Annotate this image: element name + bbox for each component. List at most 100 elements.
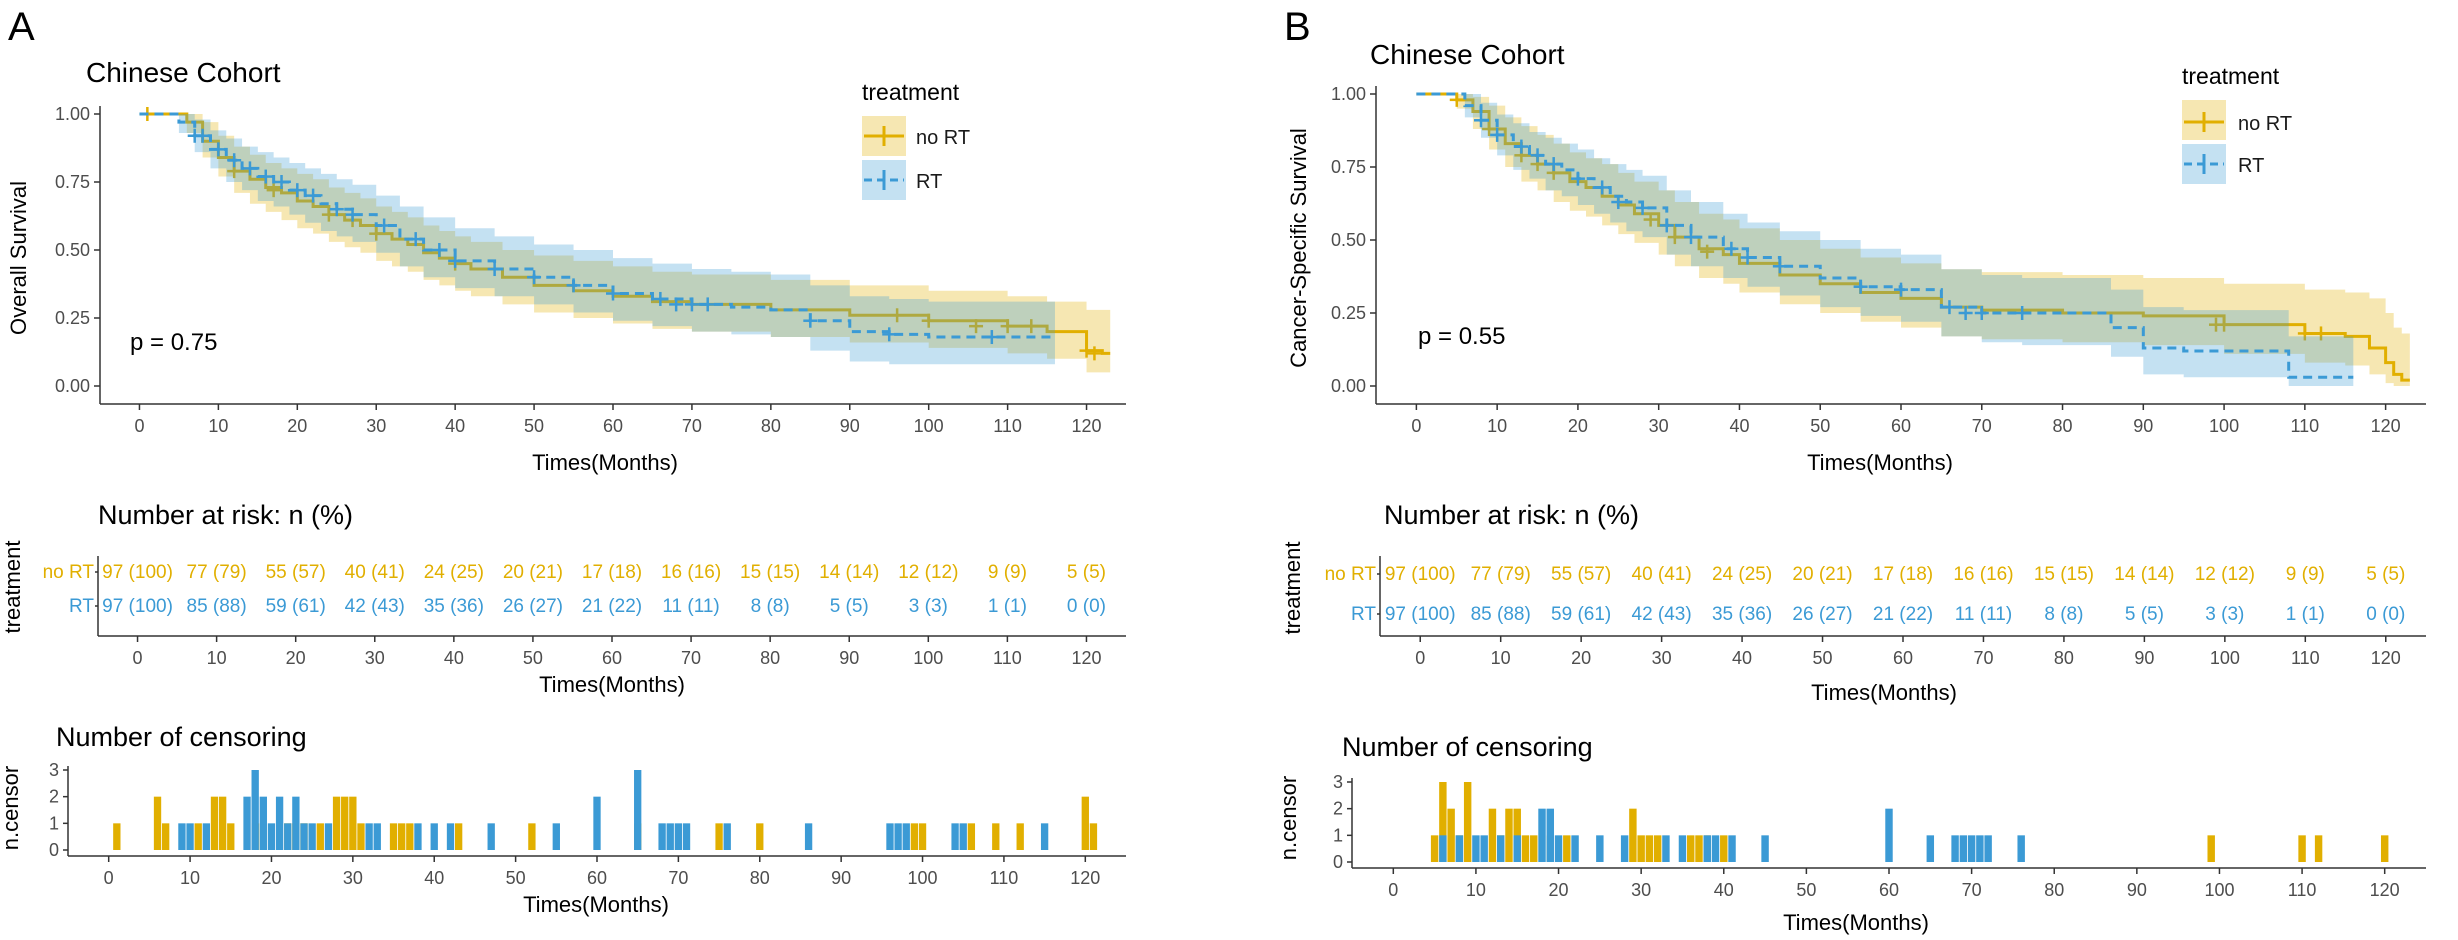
censor-bar-nort <box>715 823 723 850</box>
censor-mark <box>1611 195 1626 210</box>
risk-x-tick-label: 80 <box>2054 648 2074 668</box>
censor-x-tick-label: 90 <box>831 868 851 888</box>
x-tick-label: 60 <box>603 416 623 436</box>
censor-mark <box>290 183 305 198</box>
risk-x-label: Times(Months) <box>539 672 685 697</box>
risk-cell: 20 (21) <box>1792 564 1852 585</box>
risk-x-tick-label: 20 <box>286 648 306 668</box>
censor-bar-rt <box>1926 835 1935 862</box>
risk-cell: 14 (14) <box>2114 564 2174 585</box>
risk-cell: 97 (100) <box>1385 604 1456 625</box>
y-tick-label: 0.25 <box>55 308 90 328</box>
censor-bar-rt <box>275 796 284 850</box>
censor-mark <box>1514 139 1529 154</box>
censor-bar-rt <box>1662 835 1670 862</box>
legend-label-rt: RT <box>2238 155 2264 177</box>
censor-mark <box>890 308 905 323</box>
censoring-y-label: n.censor <box>0 766 23 850</box>
risk-cell: 0 (0) <box>2366 604 2405 625</box>
censor-bar-nort <box>1687 835 1695 862</box>
x-tick-label: 10 <box>208 416 228 436</box>
risk-cell: 11 (11) <box>1955 604 2012 625</box>
x-tick-label: 0 <box>1411 416 1421 436</box>
censor-bar-nort <box>406 823 414 850</box>
x-tick-label: 20 <box>287 416 307 436</box>
censor-bar-nort <box>398 823 406 850</box>
x-tick-label: 30 <box>1649 416 1669 436</box>
censor-bar-nort <box>1629 808 1637 862</box>
censor-mark <box>2217 317 2232 332</box>
x-tick-label: 40 <box>1729 416 1749 436</box>
censor-bar-nort <box>161 823 170 850</box>
risk-x-tick-label: 110 <box>993 648 1022 668</box>
censor-bar-rt <box>414 823 422 850</box>
censor-mark <box>606 286 620 301</box>
ci-band-no-rt <box>1416 94 2410 386</box>
censor-x-tick-label: 50 <box>506 868 526 888</box>
censor-bar-nort <box>1720 835 1728 862</box>
censor-bar-rt <box>1728 835 1736 862</box>
risk-x-tick-label: 70 <box>681 648 701 668</box>
risk-cell: 16 (16) <box>1953 564 2013 585</box>
censor-mark <box>1570 171 1585 186</box>
censor-x-tick-label: 110 <box>990 868 1019 888</box>
ci-band-rt <box>1416 94 2354 386</box>
risk-x-tick-label: 120 <box>1071 648 1101 668</box>
risk-cell: 55 (57) <box>1551 564 1611 585</box>
risk-cell: 85 (88) <box>187 596 247 617</box>
legend-title: treatment <box>862 79 960 105</box>
censor-bar-rt <box>1538 808 1546 862</box>
censor-bar-nort <box>1439 782 1447 862</box>
censor-mark <box>653 291 668 306</box>
risk-cell: 12 (12) <box>898 562 958 583</box>
censor-bar-rt <box>1703 835 1711 862</box>
risk-cell: 5 (5) <box>830 596 869 617</box>
y-tick-label: 0.50 <box>1331 230 1366 250</box>
censor-bar-nort <box>528 823 536 850</box>
risk-cell: 9 (9) <box>988 562 1027 583</box>
censor-mark <box>2297 326 2312 341</box>
risk-cell: 24 (25) <box>1712 564 1772 585</box>
censoring-title: Number of censoring <box>1342 732 1593 762</box>
censor-y-tick-label: 1 <box>1333 825 1343 845</box>
censor-mark <box>345 207 360 222</box>
censor-bar-rt <box>666 823 674 850</box>
censor-bar-rt <box>634 770 642 850</box>
censor-x-tick-label: 80 <box>750 868 770 888</box>
censor-x-tick-label: 70 <box>668 868 688 888</box>
censor-bar-rt <box>1571 835 1579 862</box>
censor-bar-rt <box>951 823 959 850</box>
censor-mark <box>195 128 210 143</box>
censor-x-tick-label: 20 <box>1549 880 1569 900</box>
risk-cell: 97 (100) <box>1385 564 1456 585</box>
censor-bar-rt <box>324 823 333 850</box>
risk-x-tick-label: 100 <box>2210 648 2240 668</box>
risk-x-tick-label: 80 <box>760 648 780 668</box>
ci-band-no-rt <box>139 114 1111 373</box>
censor-bar-nort <box>1645 835 1654 862</box>
y-tick-label: 0.75 <box>55 172 90 192</box>
risk-x-tick-label: 40 <box>1732 648 1752 668</box>
risk-x-tick-label: 60 <box>1893 648 1913 668</box>
risk-cell: 0 (0) <box>1067 596 1106 617</box>
censor-x-tick-label: 40 <box>424 868 444 888</box>
risk-cell: 35 (36) <box>424 596 484 617</box>
censor-x-tick-label: 100 <box>908 868 938 888</box>
censor-bar-rt <box>202 823 211 850</box>
panel-label: B <box>1284 5 1311 49</box>
x-tick-label: 30 <box>366 416 386 436</box>
censor-bar-nort <box>2207 835 2215 862</box>
y-tick-label: 0.25 <box>1331 303 1366 323</box>
censor-bar-rt <box>178 823 186 850</box>
censor-bar-rt <box>1546 808 1554 862</box>
censor-bar-rt <box>886 823 894 850</box>
censor-mark <box>1958 306 1973 320</box>
risk-x-tick-label: 60 <box>602 648 622 668</box>
risk-x-label: Times(Months) <box>1811 680 1957 705</box>
x-tick-label: 110 <box>2290 416 2319 436</box>
risk-cell: 9 (9) <box>2286 564 2325 585</box>
censor-x-tick-label: 80 <box>2044 880 2064 900</box>
censor-mark <box>1942 300 1957 315</box>
